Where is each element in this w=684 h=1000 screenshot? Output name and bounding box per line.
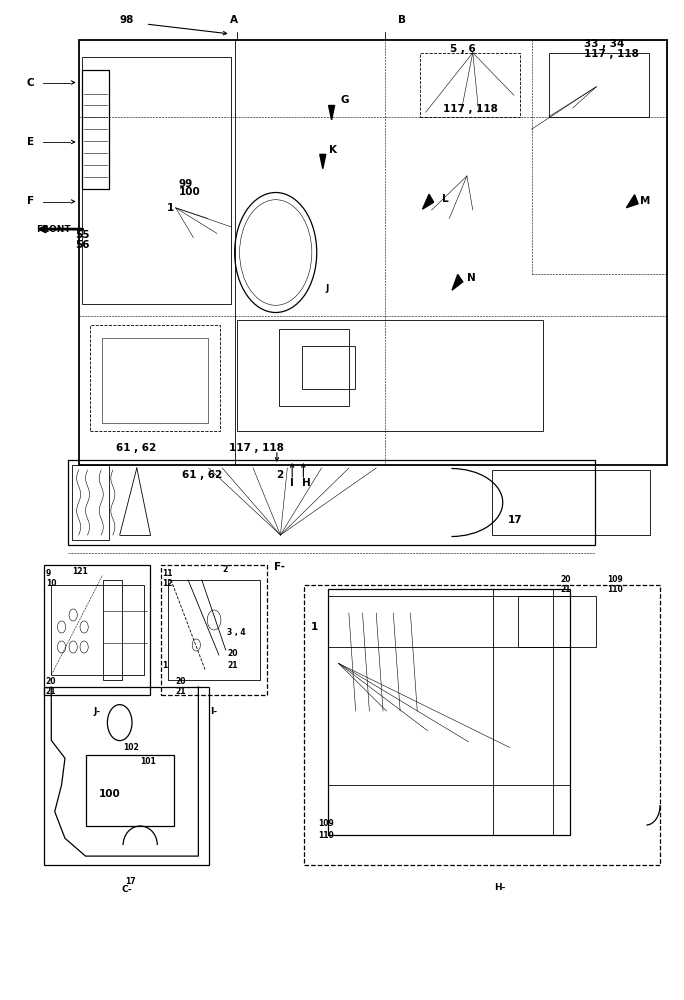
Text: A: A [230,15,238,25]
Polygon shape [319,154,326,169]
Text: 20: 20 [176,676,186,686]
Bar [237,320,543,431]
Text: 100: 100 [99,789,121,799]
Polygon shape [452,274,463,290]
Text: 9: 9 [46,568,51,578]
Bar [68,460,595,545]
Bar [102,338,208,422]
Bar [328,785,570,835]
Text: 98: 98 [119,15,134,25]
Text: 1: 1 [311,622,319,632]
Text: 21: 21 [46,686,56,696]
Text: 110: 110 [318,830,334,840]
Text: H-: H- [495,882,505,892]
Text: L: L [442,194,449,204]
Polygon shape [328,105,334,120]
Bar [86,755,174,826]
Text: 100: 100 [179,187,200,197]
Text: 121: 121 [72,566,88,576]
Text: 21: 21 [560,584,571,593]
Text: K: K [328,145,337,155]
Text: 109: 109 [318,818,334,827]
Text: 109: 109 [607,574,622,583]
Bar [549,53,649,116]
Text: 10: 10 [46,578,56,587]
Text: F-: F- [274,562,285,572]
Bar [72,465,109,540]
Bar [302,346,355,388]
Bar [492,470,650,535]
Text: B: B [397,15,406,25]
Bar [103,580,122,680]
Polygon shape [627,195,638,208]
Bar [51,585,144,675]
Text: H: H [302,478,311,488]
Polygon shape [423,194,434,209]
Text: 117 , 118: 117 , 118 [584,49,639,59]
Bar [304,585,660,865]
Bar [44,565,150,695]
Text: 55: 55 [75,231,90,240]
Text: 102: 102 [123,743,139,752]
Text: 117 , 118: 117 , 118 [229,443,284,453]
Text: 5 , 6: 5 , 6 [450,43,476,53]
Text: 21: 21 [176,686,186,696]
Bar [328,596,570,647]
Bar [82,57,231,304]
Text: 12: 12 [162,578,172,587]
Text: J: J [326,284,329,293]
Text: 61 , 62: 61 , 62 [116,443,157,453]
Text: 110: 110 [607,584,622,593]
Bar [44,687,209,865]
Text: FRONT: FRONT [36,225,71,234]
Bar [79,40,667,465]
Bar [82,70,109,189]
Text: E: E [27,137,34,147]
Text: 17: 17 [508,515,523,525]
Text: F: F [27,196,34,207]
Text: M: M [640,196,650,206]
Text: 11: 11 [162,568,172,578]
Text: 20: 20 [227,648,237,658]
Text: 21: 21 [227,661,237,670]
Text: N: N [467,273,475,283]
Text: 20: 20 [46,676,56,686]
Text: I-: I- [210,706,218,716]
Bar [518,596,596,647]
Text: 33 , 34: 33 , 34 [584,39,624,49]
Text: 117 , 118: 117 , 118 [443,104,498,114]
Text: C-: C- [121,886,132,894]
Text: 17: 17 [125,876,136,886]
Text: I: I [291,478,294,488]
Text: 3 , 4: 3 , 4 [227,629,246,638]
Bar [161,565,267,695]
Bar [420,53,520,116]
Bar [493,589,553,835]
Text: 101: 101 [140,757,156,766]
Text: G: G [341,95,349,105]
Bar [168,580,260,680]
Bar [328,589,570,835]
Text: 99: 99 [179,179,193,189]
Text: 56: 56 [75,240,90,250]
Text: 61 , 62: 61 , 62 [182,470,222,480]
Bar [531,40,667,274]
Text: 2: 2 [222,566,228,574]
Bar [90,325,220,431]
Text: 20: 20 [560,574,571,583]
Bar [278,329,350,406]
Text: 2: 2 [276,470,283,480]
Text: 1: 1 [162,661,168,670]
Text: 1: 1 [167,203,174,213]
Text: C: C [27,78,34,88]
Text: J-: J- [94,706,101,716]
